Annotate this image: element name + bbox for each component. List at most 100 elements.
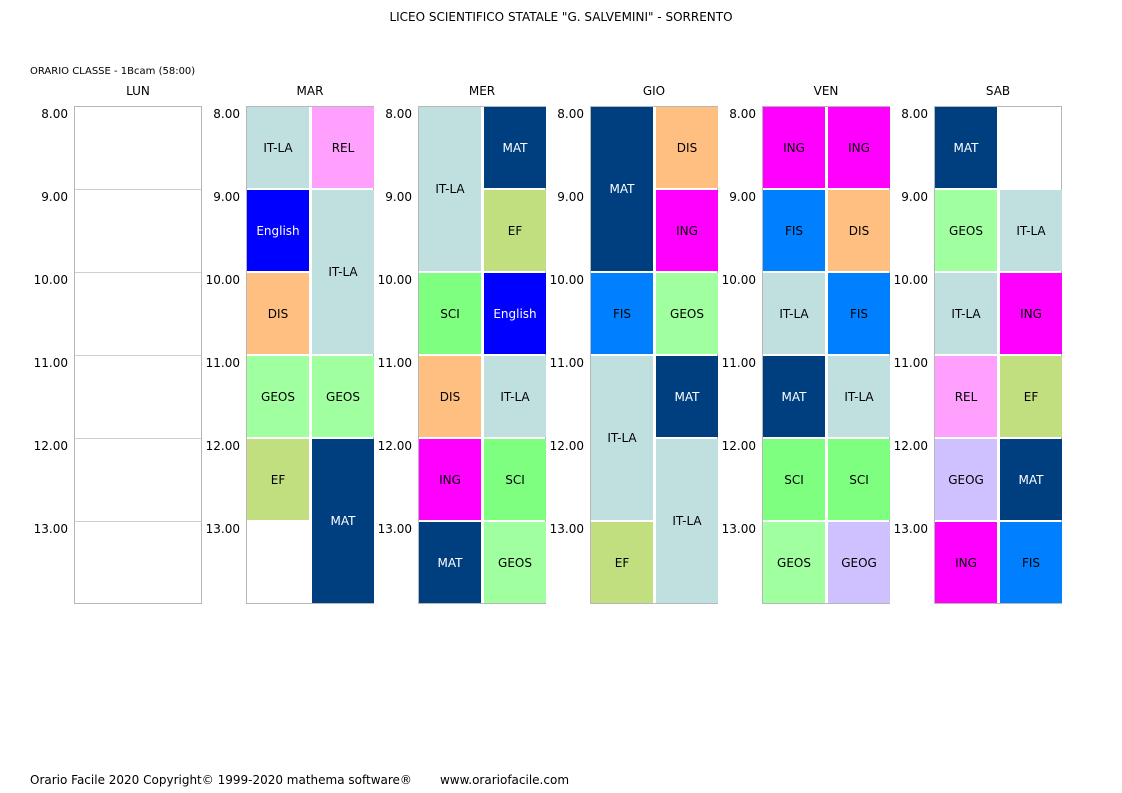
lesson-it-la[interactable]: IT-LA <box>419 107 481 271</box>
hour-label: 12.00 <box>377 439 412 453</box>
lesson-geog[interactable]: GEOG <box>935 439 997 520</box>
lesson-ing[interactable]: ING <box>1000 273 1062 354</box>
lesson-english[interactable]: English <box>247 190 309 271</box>
lesson-mat[interactable]: MAT <box>419 522 481 603</box>
lesson-sci[interactable]: SCI <box>763 439 825 520</box>
lesson-fis[interactable]: FIS <box>1000 522 1062 603</box>
lesson-mat[interactable]: MAT <box>656 356 718 437</box>
lesson-ef[interactable]: EF <box>247 439 309 520</box>
day-column-mer: MER 8.00 9.00 10.00 11.00 12.00 13.00 IT-LA MAT E… <box>378 84 546 604</box>
hour-label: 11.00 <box>721 356 756 370</box>
day-grid <box>74 106 202 604</box>
lesson-sci[interactable]: SCI <box>419 273 481 354</box>
footer-url[interactable]: www.orariofacile.com <box>439 773 570 787</box>
hour-label: 9.00 <box>901 190 928 204</box>
day-column-ven: VEN 8.00 9.00 10.00 11.00 12.00 13.00 ING ING FIS… <box>722 84 890 604</box>
hour-label: 8.00 <box>213 107 240 121</box>
lesson-it-la[interactable]: IT-LA <box>312 190 374 354</box>
lesson-rel[interactable]: REL <box>312 107 374 188</box>
lesson-ef[interactable]: EF <box>1000 356 1062 437</box>
class-label: ORARIO CLASSE - 1Bcam (58:00) <box>30 66 196 77</box>
lesson-it-la[interactable]: IT-LA <box>828 356 890 437</box>
day-column-sab: SAB 8.00 9.00 10.00 11.00 12.00 13.00 MAT GEOS IT… <box>894 84 1062 604</box>
lesson-mat[interactable]: MAT <box>484 107 546 188</box>
lesson-it-la[interactable]: IT-LA <box>1000 190 1062 271</box>
lesson-ing[interactable]: ING <box>935 522 997 603</box>
lesson-mat[interactable]: MAT <box>763 356 825 437</box>
hour-label: 12.00 <box>33 439 68 453</box>
lesson-geos[interactable]: GEOS <box>935 190 997 271</box>
hour-divider <box>75 272 201 273</box>
lesson-ing[interactable]: ING <box>763 107 825 188</box>
hour-label: 11.00 <box>377 356 412 370</box>
lesson-it-la[interactable]: IT-LA <box>484 356 546 437</box>
lesson-dis[interactable]: DIS <box>828 190 890 271</box>
footer-copyright: Orario Facile 2020 Copyright© 1999-2020 … <box>30 773 412 787</box>
hour-label: 8.00 <box>41 107 68 121</box>
lesson-ing[interactable]: ING <box>828 107 890 188</box>
lesson-geos[interactable]: GEOS <box>484 522 546 603</box>
hour-label: 9.00 <box>557 190 584 204</box>
day-header: MER <box>468 84 496 98</box>
day-header: SAB <box>985 84 1011 98</box>
hour-label: 11.00 <box>33 356 68 370</box>
hour-label: 11.00 <box>893 356 928 370</box>
lesson-dis[interactable]: DIS <box>419 356 481 437</box>
lesson-ing[interactable]: ING <box>656 190 718 271</box>
lesson-sci[interactable]: SCI <box>484 439 546 520</box>
hour-label: 13.00 <box>721 522 756 536</box>
lesson-it-la[interactable]: IT-LA <box>247 107 309 188</box>
day-grid <box>934 106 1062 604</box>
lesson-english[interactable]: English <box>484 273 546 354</box>
hour-label: 11.00 <box>205 356 240 370</box>
hour-label: 8.00 <box>385 107 412 121</box>
lesson-ing[interactable]: ING <box>419 439 481 520</box>
lesson-it-la[interactable]: IT-LA <box>763 273 825 354</box>
lesson-geos[interactable]: GEOS <box>247 356 309 437</box>
hour-divider <box>75 521 201 522</box>
hour-label: 11.00 <box>549 356 584 370</box>
lesson-ef[interactable]: EF <box>591 522 653 603</box>
hour-divider <box>75 189 201 190</box>
lesson-fis[interactable]: FIS <box>591 273 653 354</box>
day-header: MAR <box>296 84 324 98</box>
hour-label: 13.00 <box>549 522 584 536</box>
lesson-fis[interactable]: FIS <box>763 190 825 271</box>
day-column-mar: MAR 8.00 9.00 10.00 11.00 12.00 13.00 IT-LA REL E… <box>206 84 374 604</box>
hour-label: 8.00 <box>729 107 756 121</box>
lesson-fis[interactable]: FIS <box>828 273 890 354</box>
hour-label: 13.00 <box>33 522 68 536</box>
school-title: LICEO SCIENTIFICO STATALE "G. SALVEMINI"… <box>389 10 733 24</box>
lesson-dis[interactable]: DIS <box>656 107 718 188</box>
hour-label: 10.00 <box>205 273 240 287</box>
lesson-mat[interactable]: MAT <box>591 107 653 271</box>
hour-label: 8.00 <box>901 107 928 121</box>
hour-label: 10.00 <box>721 273 756 287</box>
hour-label: 10.00 <box>549 273 584 287</box>
lesson-geos[interactable]: GEOS <box>656 273 718 354</box>
lesson-mat[interactable]: MAT <box>1000 439 1062 520</box>
lesson-ef[interactable]: EF <box>484 190 546 271</box>
day-header: GIO <box>642 84 666 98</box>
hour-label: 13.00 <box>205 522 240 536</box>
hour-divider <box>75 438 201 439</box>
lesson-geos[interactable]: GEOS <box>312 356 374 437</box>
lesson-geos[interactable]: GEOS <box>763 522 825 603</box>
hour-label: 12.00 <box>205 439 240 453</box>
lesson-dis[interactable]: DIS <box>247 273 309 354</box>
hour-label: 9.00 <box>41 190 68 204</box>
lesson-rel[interactable]: REL <box>935 356 997 437</box>
hour-label: 13.00 <box>377 522 412 536</box>
lesson-it-la[interactable]: IT-LA <box>656 439 718 603</box>
lesson-it-la[interactable]: IT-LA <box>935 273 997 354</box>
lesson-mat[interactable]: MAT <box>312 439 374 603</box>
hour-label: 8.00 <box>557 107 584 121</box>
hour-label: 9.00 <box>213 190 240 204</box>
hour-label: 12.00 <box>549 439 584 453</box>
hour-label: 13.00 <box>893 522 928 536</box>
hour-label: 10.00 <box>33 273 68 287</box>
lesson-geog[interactable]: GEOG <box>828 522 890 603</box>
lesson-sci[interactable]: SCI <box>828 439 890 520</box>
lesson-mat[interactable]: MAT <box>935 107 997 188</box>
lesson-it-la[interactable]: IT-LA <box>591 356 653 520</box>
